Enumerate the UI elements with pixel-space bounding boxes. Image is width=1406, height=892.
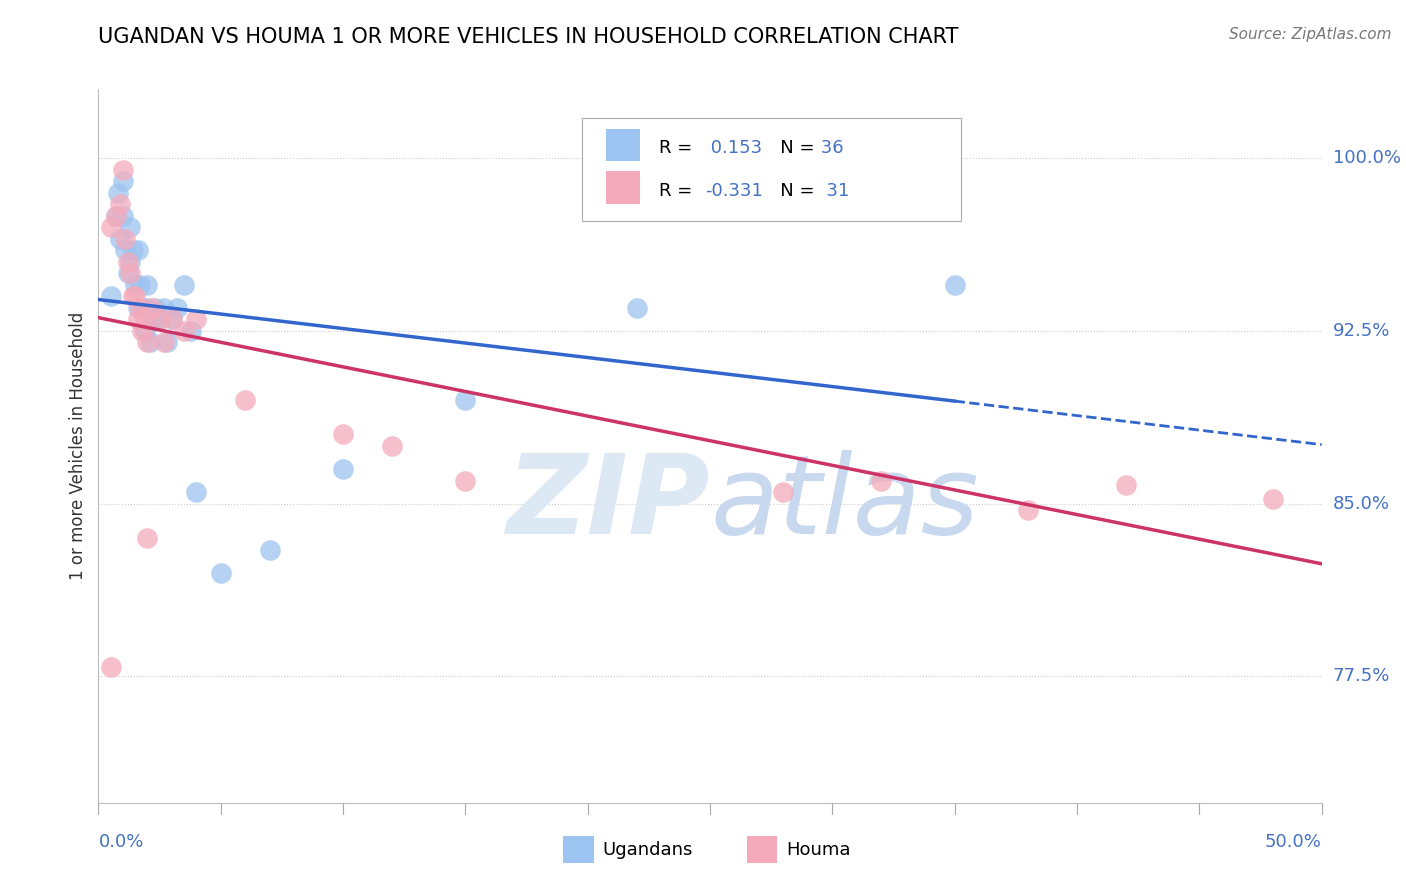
Point xyxy=(134,312,156,326)
Point xyxy=(186,485,208,500)
Text: 36: 36 xyxy=(815,139,844,157)
Text: 0.153: 0.153 xyxy=(706,139,762,157)
Point xyxy=(454,392,477,407)
Y-axis label: 1 or more Vehicles in Household: 1 or more Vehicles in Household xyxy=(69,312,87,580)
Point xyxy=(943,277,966,292)
Point xyxy=(136,301,159,315)
Point xyxy=(233,392,256,407)
Text: 77.5%: 77.5% xyxy=(1333,667,1391,685)
Point xyxy=(173,324,195,338)
Point xyxy=(141,301,163,315)
Point xyxy=(149,312,172,326)
Point xyxy=(114,232,136,246)
Point xyxy=(149,312,172,326)
Point xyxy=(100,660,122,674)
Text: 50.0%: 50.0% xyxy=(1265,833,1322,851)
Text: Source: ZipAtlas.com: Source: ZipAtlas.com xyxy=(1229,27,1392,42)
Point xyxy=(100,220,122,235)
Point xyxy=(124,289,146,303)
Point xyxy=(454,474,477,488)
Text: N =: N = xyxy=(762,139,820,157)
Text: ZIP: ZIP xyxy=(506,450,710,557)
Point xyxy=(143,301,166,315)
Point xyxy=(111,162,134,177)
Point xyxy=(186,312,208,326)
Point xyxy=(100,289,122,303)
FancyBboxPatch shape xyxy=(606,129,640,161)
Text: 100.0%: 100.0% xyxy=(1333,149,1400,168)
Point xyxy=(166,301,188,315)
Text: R =: R = xyxy=(658,139,697,157)
Point xyxy=(153,335,176,350)
Point xyxy=(1017,503,1039,517)
Point xyxy=(332,462,354,476)
Point xyxy=(136,277,159,292)
Point xyxy=(120,255,142,269)
Point xyxy=(156,335,179,350)
Point xyxy=(332,427,354,442)
Text: UGANDAN VS HOUMA 1 OR MORE VEHICLES IN HOUSEHOLD CORRELATION CHART: UGANDAN VS HOUMA 1 OR MORE VEHICLES IN H… xyxy=(98,27,959,46)
Point xyxy=(114,244,136,258)
Point xyxy=(160,312,183,326)
Point xyxy=(104,209,127,223)
Point xyxy=(120,266,142,280)
Point xyxy=(180,324,202,338)
Point xyxy=(131,301,153,315)
Point xyxy=(107,186,129,200)
Point xyxy=(131,324,153,338)
Text: 0.0%: 0.0% xyxy=(98,833,143,851)
Text: Houma: Houma xyxy=(786,841,851,859)
Text: 85.0%: 85.0% xyxy=(1333,494,1389,513)
Point xyxy=(121,244,143,258)
Point xyxy=(141,312,163,326)
Point xyxy=(173,277,195,292)
Point xyxy=(121,289,143,303)
Text: atlas: atlas xyxy=(710,450,979,557)
Point xyxy=(209,566,232,580)
Point xyxy=(127,312,149,326)
Point xyxy=(104,209,127,223)
Point xyxy=(136,335,159,350)
Point xyxy=(127,301,149,315)
Point xyxy=(127,244,149,258)
Text: N =: N = xyxy=(762,182,820,200)
Text: -0.331: -0.331 xyxy=(706,182,763,200)
Point xyxy=(870,474,893,488)
Point xyxy=(153,301,176,315)
Point xyxy=(1115,478,1137,492)
Point xyxy=(129,301,152,315)
Point xyxy=(111,209,134,223)
Text: 31: 31 xyxy=(815,182,849,200)
Text: R =: R = xyxy=(658,182,697,200)
Point xyxy=(117,255,139,269)
FancyBboxPatch shape xyxy=(606,171,640,203)
Point xyxy=(111,174,134,188)
Point xyxy=(772,485,794,500)
Point xyxy=(134,324,156,338)
Point xyxy=(259,542,281,557)
FancyBboxPatch shape xyxy=(582,118,960,221)
Point xyxy=(117,266,139,280)
Point xyxy=(381,439,404,453)
Point xyxy=(139,335,162,350)
Point xyxy=(1261,491,1284,506)
FancyBboxPatch shape xyxy=(747,837,778,863)
Point xyxy=(110,232,132,246)
Point xyxy=(129,277,152,292)
FancyBboxPatch shape xyxy=(564,837,593,863)
Point xyxy=(120,220,142,235)
Text: Ugandans: Ugandans xyxy=(602,841,693,859)
Point xyxy=(626,301,648,315)
Point xyxy=(136,531,159,545)
Point xyxy=(160,312,183,326)
Point xyxy=(124,277,146,292)
Point xyxy=(110,197,132,211)
Text: 92.5%: 92.5% xyxy=(1333,322,1391,340)
